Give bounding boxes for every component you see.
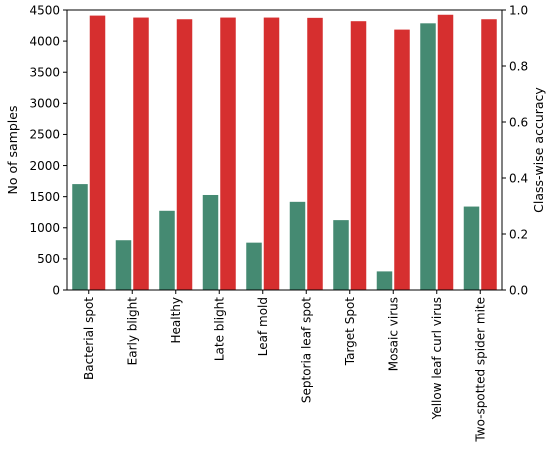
right-tick-label: 0.4 [509,171,528,185]
left-tick-label: 1500 [29,190,60,204]
x-tick-label: Bacterial spot [82,297,96,380]
left-tick-label: 0 [52,283,60,297]
accuracy-bar [176,19,193,291]
accuracy-bar [394,29,410,290]
samples-bar [246,242,262,290]
left-tick-label: 500 [37,252,60,266]
samples-bar [420,23,436,291]
left-tick-label: 2000 [29,159,60,173]
left-tick-label: 1000 [29,221,60,235]
left-y-axis: 0 500 1000 1500 2000 2500 3000 3500 4000 4500 [29,3,67,297]
accuracy-bar [263,17,280,291]
samples-bar [202,194,219,290]
accuracy-bar [481,19,497,291]
x-tick-label: Target Spot [343,297,357,367]
accuracy-bar [307,17,323,291]
x-tick-label: Septoria leaf spot [299,297,313,403]
samples-bar [159,210,175,290]
accuracy-bar [350,21,367,290]
x-tick-label: Healthy [169,297,183,344]
accuracy-bar [89,15,106,290]
right-tick-label: 0.6 [509,115,528,129]
samples-bar [72,184,88,290]
x-tick-label: Leaf mold [256,297,270,356]
right-tick-label: 0.0 [509,283,528,297]
x-tick-label: Two-spotted spider mite [473,297,487,443]
right-y-axis: 0.0 0.2 0.4 0.6 0.8 1.0 [502,3,528,297]
accuracy-bars [89,14,497,291]
samples-bar [289,201,306,290]
left-tick-label: 4000 [29,34,60,48]
samples-bar [115,240,132,290]
left-tick-label: 4500 [29,3,60,17]
left-axis-title: No of samples [5,106,20,195]
left-tick-label: 2500 [29,128,60,142]
samples-bar [376,271,393,290]
left-tick-label: 3000 [29,97,60,111]
x-tick-label: Late blight [212,297,226,361]
samples-bar [333,220,349,290]
x-axis: Bacterial spot Early blight Healthy Late bl… [82,290,487,443]
accuracy-bar [220,17,236,291]
x-tick-label: Early blight [125,297,139,366]
right-tick-label: 0.8 [509,59,528,73]
right-tick-label: 1.0 [509,3,528,17]
accuracy-bar [133,17,149,291]
right-tick-label: 0.2 [509,227,528,241]
x-tick-label: Yellow leaf curl virus [430,297,444,420]
accuracy-bar [437,14,454,290]
x-tick-label: Mosaic virus [386,297,400,371]
samples-bar [463,206,480,290]
left-tick-label: 3500 [29,66,60,80]
samples-bars [72,23,480,291]
plot-frame [66,9,503,291]
right-axis-title: Class-wise accuracy [531,87,546,213]
